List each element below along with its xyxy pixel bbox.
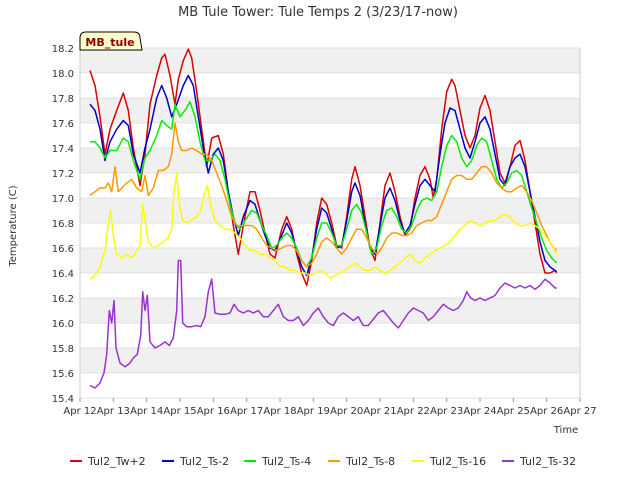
x-tick-label: Apr 17 [230,406,263,417]
x-tick-label: Apr 13 [97,406,130,417]
plot-band [80,223,580,248]
y-axis-ticks: 15.4 15.6 15.8 16.0 16.2 16.4 16.6 16.8 17.0 17.2… [52,44,580,405]
x-tick-label: Apr 12 [63,406,96,417]
y-tick-label: 16.4 [52,269,74,280]
y-tick-label: 16.2 [52,294,74,305]
y-tick-label: 17.8 [52,94,74,105]
series-line-tul2-tw-2 [89,48,558,287]
x-tick-label: Apr 23 [430,406,463,417]
plot-band [80,373,580,398]
plot-band [80,123,580,148]
plot-band [80,73,580,98]
y-tick-label: 17.6 [52,119,74,130]
y-tick-label: 15.4 [52,394,74,405]
y-axis-label: Temperature (C) [8,185,19,267]
y-tick-label: 15.6 [52,369,74,380]
x-tick-label: Apr 26 [530,406,563,417]
y-tick-label: 18.0 [52,69,74,80]
x-tick-label: Apr 24 [463,406,496,417]
x-tick-label: Apr 27 [563,406,596,417]
legend-label: Tul2_Ts-16 [429,455,486,468]
x-axis-label: Time [553,425,578,436]
plot-band [80,98,580,123]
y-tick-label: 16.8 [52,219,74,230]
y-tick-label: 18.2 [52,44,74,55]
chart-title: MB Tule Tower: Tule Temps 2 (3/23/17-now… [178,5,458,20]
y-tick-label: 16.6 [52,244,74,255]
legend: Tul2_Tw+2 Tul2_Ts-2 Tul2_Ts-4 Tul2_Ts-8 Tul2… [70,455,576,468]
x-tick-label: Apr 14 [130,406,163,417]
badge-box [79,31,143,51]
y-tick-label: 16.0 [52,319,74,330]
legend-label: Tul2_Ts-2 [179,455,229,468]
y-tick-label: 17.2 [52,169,74,180]
plot-band [80,148,580,173]
x-tick-label: Apr 15 [163,406,196,417]
legend-label: Tul2_Ts-8 [345,455,395,468]
series-line-tul2-ts-8 [89,122,558,268]
x-tick-label: Apr 25 [497,406,530,417]
y-tick-label: 15.8 [52,344,74,355]
plot-band [80,348,580,373]
x-tick-label: Apr 21 [363,406,396,417]
plot-band [80,298,580,323]
badge-text: MB_tule [85,36,134,49]
x-tick-label: Apr 22 [397,406,430,417]
legend-label: Tul2_Tw+2 [87,455,146,468]
y-tick-label: 17.0 [52,194,74,205]
legend-label: Tul2_Ts-4 [261,455,311,468]
series-lines [89,48,558,389]
plot-band [80,48,580,73]
series-line-tul2-ts-4 [90,101,558,268]
plot-band [80,323,580,348]
station-badge: MB_tule [79,31,143,51]
y-tick-label: 17.4 [52,144,74,155]
series-line-tul2-ts-16 [89,172,558,280]
x-tick-label: Apr 20 [330,406,363,417]
plot-band [80,273,580,298]
x-tick-label: Apr 16 [197,406,230,417]
legend-label: Tul2_Ts-32 [519,455,576,468]
x-tick-label: Apr 18 [263,406,296,417]
plot-band [80,248,580,273]
x-axis-ticks: Apr 12 Apr 13 Apr 14 Apr 15 Apr 16 Apr 17 Apr … [63,398,597,417]
series-line-tul2-ts-32 [89,259,557,389]
x-tick-label: Apr 19 [297,406,330,417]
